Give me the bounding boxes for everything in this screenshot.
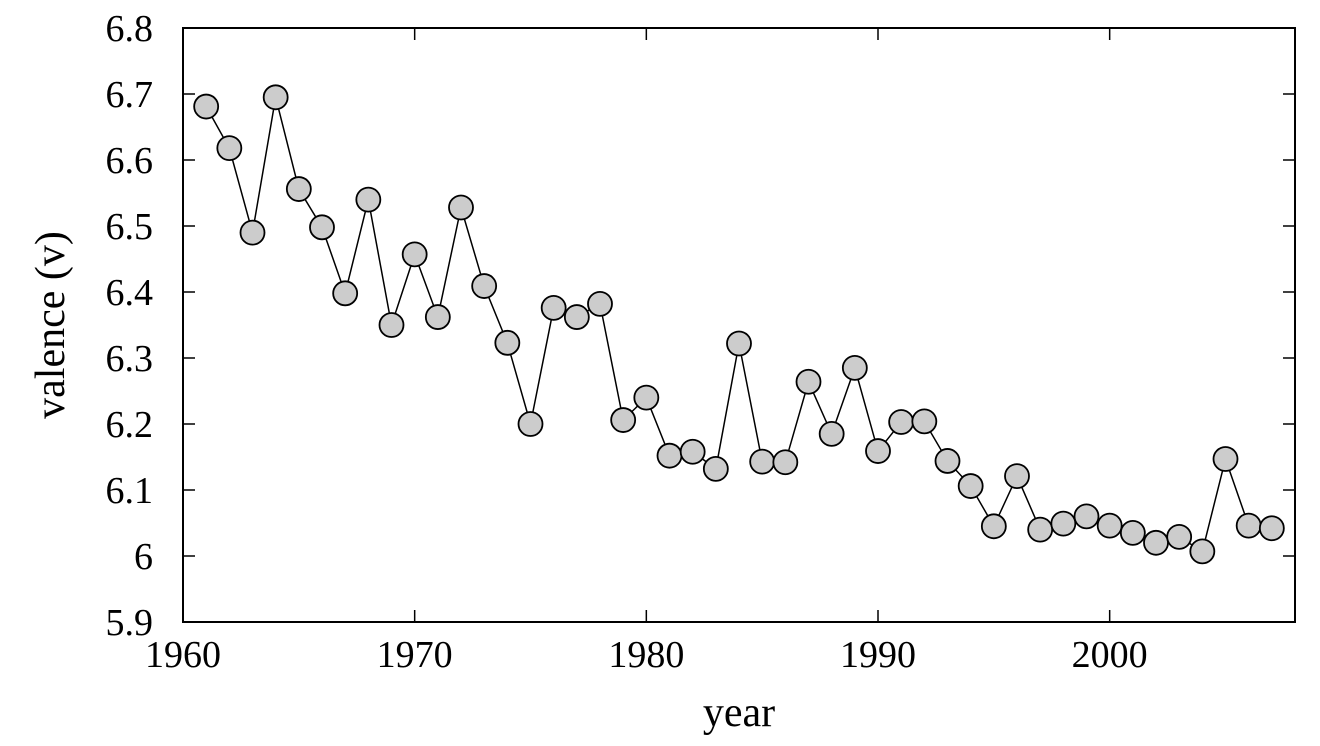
y-axis-title: valence (v) bbox=[28, 231, 74, 419]
data-point bbox=[749, 448, 776, 475]
data-point bbox=[1027, 516, 1054, 543]
x-axis-title: year bbox=[703, 690, 775, 736]
data-point bbox=[610, 407, 637, 433]
data-point bbox=[702, 455, 729, 482]
x-tick-label: 1960 bbox=[145, 634, 221, 676]
data-point bbox=[1258, 515, 1285, 542]
data-point bbox=[587, 290, 613, 317]
data-point bbox=[216, 135, 243, 162]
data-point bbox=[309, 214, 335, 241]
y-tick-label: 6 bbox=[134, 536, 153, 578]
data-points-layer bbox=[193, 84, 1285, 565]
data-point bbox=[772, 449, 799, 476]
plot-frame bbox=[182, 27, 1296, 623]
data-point bbox=[401, 241, 428, 268]
data-point bbox=[262, 84, 289, 111]
data-point bbox=[355, 186, 382, 213]
data-point bbox=[494, 329, 521, 356]
data-point bbox=[865, 438, 891, 464]
data-point bbox=[424, 304, 451, 330]
data-point bbox=[563, 304, 590, 330]
data-point bbox=[656, 442, 683, 469]
ticks-layer: 1960 1970 1980 1990 2000 5.9 6 6.1 6.2 6.3 6.4 6.5 6… bbox=[106, 8, 1295, 676]
y-tick-label: 6.8 bbox=[106, 8, 154, 50]
data-point bbox=[517, 411, 544, 437]
y-tick-label: 6.6 bbox=[106, 140, 154, 182]
data-point bbox=[1189, 538, 1216, 565]
data-point bbox=[1212, 446, 1239, 472]
data-point bbox=[1166, 523, 1193, 550]
data-point bbox=[1096, 512, 1123, 539]
data-point bbox=[934, 448, 961, 474]
data-point bbox=[1235, 512, 1262, 539]
data-point bbox=[726, 330, 752, 357]
data-point bbox=[193, 93, 220, 120]
data-point bbox=[378, 312, 405, 338]
x-tick-label: 1990 bbox=[840, 634, 916, 676]
data-point bbox=[818, 420, 845, 447]
x-tick-label: 2000 bbox=[1072, 634, 1148, 676]
series-line-layer bbox=[205, 97, 1272, 553]
y-tick-label: 6.7 bbox=[106, 74, 154, 116]
y-tick-label: 5.9 bbox=[106, 602, 154, 644]
data-point bbox=[332, 280, 359, 307]
data-point bbox=[448, 194, 474, 221]
data-point bbox=[540, 294, 567, 321]
data-point bbox=[1143, 529, 1169, 556]
data-point bbox=[1073, 503, 1100, 530]
data-point bbox=[1119, 520, 1146, 546]
y-tick-label: 6.2 bbox=[106, 404, 154, 446]
y-tick-label: 6.5 bbox=[106, 206, 154, 248]
data-point bbox=[911, 408, 938, 435]
data-point bbox=[471, 273, 498, 299]
data-point bbox=[888, 409, 915, 435]
data-point bbox=[679, 438, 706, 465]
y-tick-label: 6.3 bbox=[106, 338, 154, 380]
series-line bbox=[205, 97, 1272, 553]
data-point bbox=[957, 473, 984, 499]
data-point bbox=[980, 513, 1007, 540]
x-tick-label: 1980 bbox=[608, 634, 684, 676]
y-tick-label: 6.4 bbox=[106, 272, 154, 314]
data-point bbox=[795, 368, 822, 395]
data-point bbox=[841, 354, 868, 381]
data-point bbox=[1050, 510, 1077, 537]
y-tick-label: 6.1 bbox=[106, 470, 154, 512]
data-point bbox=[1004, 463, 1030, 490]
data-point bbox=[285, 176, 312, 202]
data-point bbox=[239, 219, 266, 246]
data-point bbox=[633, 384, 660, 411]
x-tick-label: 1970 bbox=[377, 634, 453, 676]
